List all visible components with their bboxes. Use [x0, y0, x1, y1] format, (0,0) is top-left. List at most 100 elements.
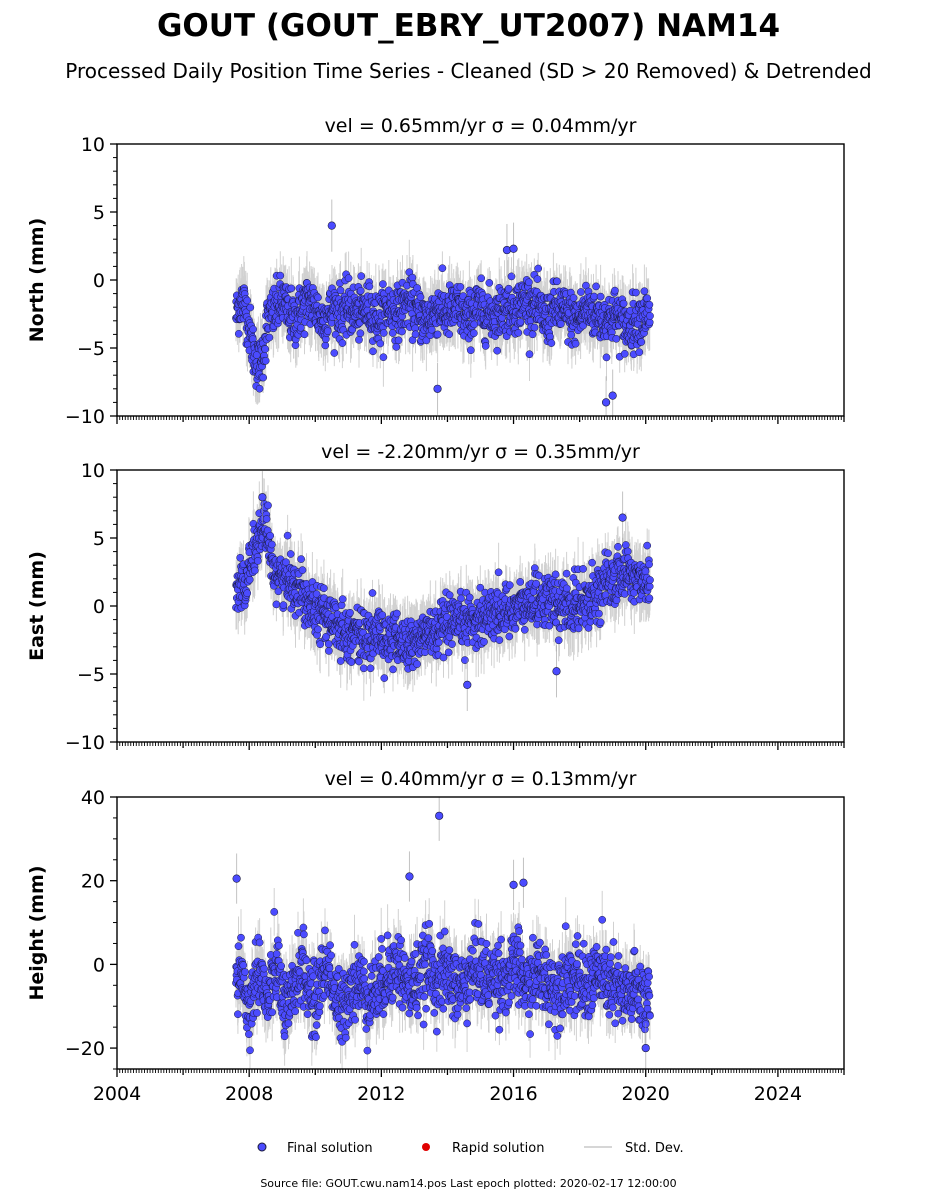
data-point: [494, 949, 503, 958]
data-point: [645, 318, 654, 327]
data-point: [623, 547, 632, 556]
data-point: [400, 954, 409, 962]
data-point: [249, 325, 257, 334]
data-point: [264, 501, 272, 510]
data-point: [237, 933, 245, 942]
data-point: [234, 1010, 242, 1019]
data-point: [602, 353, 611, 362]
data-point: [379, 1010, 388, 1018]
data-point: [325, 647, 333, 655]
data-point: [347, 658, 356, 666]
data-point: [356, 329, 365, 338]
data-point: [619, 299, 628, 308]
data-point: [546, 332, 554, 341]
data-point: [611, 286, 619, 295]
y-tick-label: −5: [77, 664, 105, 686]
data-point: [476, 583, 485, 592]
data-point: [511, 624, 520, 633]
data-point: [416, 293, 425, 301]
data-point: [643, 294, 652, 303]
data-point: [279, 601, 288, 609]
data-point: [261, 345, 270, 353]
data-point: [234, 329, 243, 338]
data-point: [554, 636, 563, 645]
y-tick-label: −10: [65, 732, 105, 754]
outlier-point: [509, 244, 518, 253]
outlier-point: [433, 384, 442, 393]
data-point: [645, 594, 654, 603]
data-point: [392, 343, 401, 351]
data-point: [351, 1015, 359, 1024]
outlier-point: [258, 493, 267, 502]
data-point: [297, 555, 305, 563]
data-point: [596, 618, 605, 627]
data-point: [325, 964, 334, 972]
data-point: [516, 578, 525, 586]
data-point: [326, 941, 334, 950]
data-point: [330, 349, 339, 357]
data-point: [362, 1025, 371, 1033]
data-point: [346, 608, 354, 617]
y-tick-label: 0: [93, 270, 105, 292]
data-point: [380, 674, 389, 682]
data-point: [609, 938, 618, 946]
data-point: [445, 591, 454, 599]
data-point: [405, 1009, 414, 1018]
data-point: [355, 657, 363, 666]
data-point: [397, 936, 405, 945]
data-point: [383, 931, 392, 940]
data-point: [286, 550, 295, 558]
data-point: [312, 1033, 320, 1041]
data-point: [635, 348, 644, 357]
data-point: [477, 274, 486, 283]
data-point: [324, 640, 333, 648]
data-point: [374, 953, 383, 961]
data-point: [398, 1003, 407, 1012]
figure-subtitle: Processed Daily Position Time Series - C…: [65, 59, 871, 83]
data-point: [505, 632, 514, 641]
data-point: [254, 557, 262, 565]
data-point: [598, 915, 607, 924]
data-point: [520, 625, 529, 634]
data-point: [514, 328, 523, 337]
data-point: [445, 330, 454, 339]
data-point: [259, 373, 268, 382]
data-point: [360, 974, 369, 983]
panel-east: vel = -2.20mm/yr σ = 0.35mm/yr East (mm) −…: [26, 441, 845, 754]
data-point: [379, 353, 388, 362]
data-point: [338, 339, 347, 347]
data-point: [300, 930, 308, 939]
data-point: [322, 632, 330, 641]
outlier-point: [618, 513, 627, 522]
data-point: [274, 587, 283, 596]
panel-title: vel = 0.40mm/yr σ = 0.13mm/yr: [325, 768, 637, 790]
data-point: [250, 566, 259, 575]
panel-title: vel = 0.65mm/yr σ = 0.04mm/yr: [325, 115, 637, 137]
data-point: [526, 1030, 534, 1038]
data-point: [433, 330, 442, 339]
data-point: [379, 280, 387, 288]
data-point: [545, 621, 554, 630]
data-point: [614, 542, 622, 551]
data-point: [595, 609, 603, 618]
data-point: [534, 264, 543, 273]
data-point: [430, 1009, 439, 1017]
data-point: [302, 956, 311, 965]
data-point: [427, 325, 436, 334]
data-point: [484, 991, 493, 1000]
y-axis-label: North (mm): [26, 218, 48, 343]
data-point: [561, 922, 570, 931]
data-point: [485, 279, 494, 287]
data-point: [466, 995, 475, 1004]
data-point: [482, 939, 491, 948]
data-point: [261, 356, 270, 365]
data-point: [439, 1004, 448, 1013]
data-point: [571, 940, 580, 949]
data-point: [495, 636, 504, 644]
data-point: [234, 942, 243, 951]
data-point: [388, 993, 397, 1002]
data-point: [588, 558, 596, 567]
data-point: [440, 927, 449, 936]
data-point: [363, 1046, 372, 1055]
data-point: [551, 570, 560, 579]
